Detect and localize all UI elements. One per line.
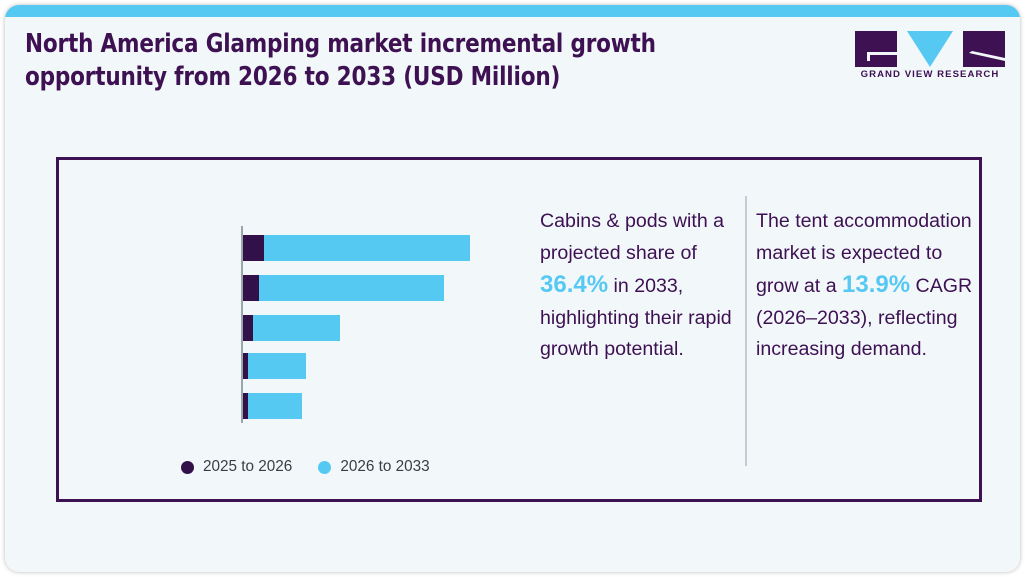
top-accent-bar [5,5,1020,17]
legend-dot-icon [181,460,194,474]
logo-wordmark: GRAND VIEW RESEARCH [860,69,1000,80]
insight-highlight-value: 13.9% [842,271,911,298]
bar-segment-2026-2033[interactable] [248,393,302,419]
insight-cabins-pods-share: Cabins & pods with a projected share of … [540,206,735,366]
insight-text-post: in 2033, highlighting their rapid growth… [540,275,732,360]
bar-chart: Cabins & Pods Tents Yurts [59,160,519,505]
bar-segment-2025-2026[interactable] [243,275,259,301]
legend-label: 2025 to 2026 [203,458,293,475]
bar-segment-2025-2026[interactable] [243,353,248,379]
bar-segment-2025-2026[interactable] [243,235,264,261]
gvr-logo-mark [855,31,1005,67]
page-title: North America Glamping market incrementa… [25,29,656,92]
grand-view-research-logo: GRAND VIEW RESEARCH [855,31,1005,83]
chart-panel: Cabins & Pods Tents Yurts [56,157,982,502]
bar-segment-2026-2033[interactable] [248,353,306,379]
insight-divider [745,196,747,466]
infographic-card: North America Glamping market incrementa… [5,5,1020,572]
insight-tent-cagr: The tent accommodation market is expecte… [756,206,986,366]
chart-y-axis [241,226,243,423]
legend-label: 2026 to 2033 [340,458,430,475]
bar-segment-2026-2033[interactable] [259,275,444,301]
legend-dot-icon [318,460,332,474]
insight-highlight-value: 36.4% [540,271,609,298]
bar-segment-2026-2033[interactable] [253,315,340,341]
bar-segment-2025-2026[interactable] [243,315,253,341]
insight-text-pre: The tent accommodation market is expecte… [756,210,972,297]
bar-segment-2025-2026[interactable] [243,393,248,419]
bar-segment-2026-2033[interactable] [264,235,470,261]
legend-item-2026-2033[interactable]: 2026 to 2033 [318,458,430,476]
chart-legend: 2025 to 2026 2026 to 2033 [181,458,430,476]
legend-item-2025-2026[interactable]: 2025 to 2026 [181,458,292,476]
insight-text-pre: Cabins & pods with a projected share of [540,210,725,264]
insight-text-post: CAGR (2026–2033), reflecting increasing … [756,275,973,360]
